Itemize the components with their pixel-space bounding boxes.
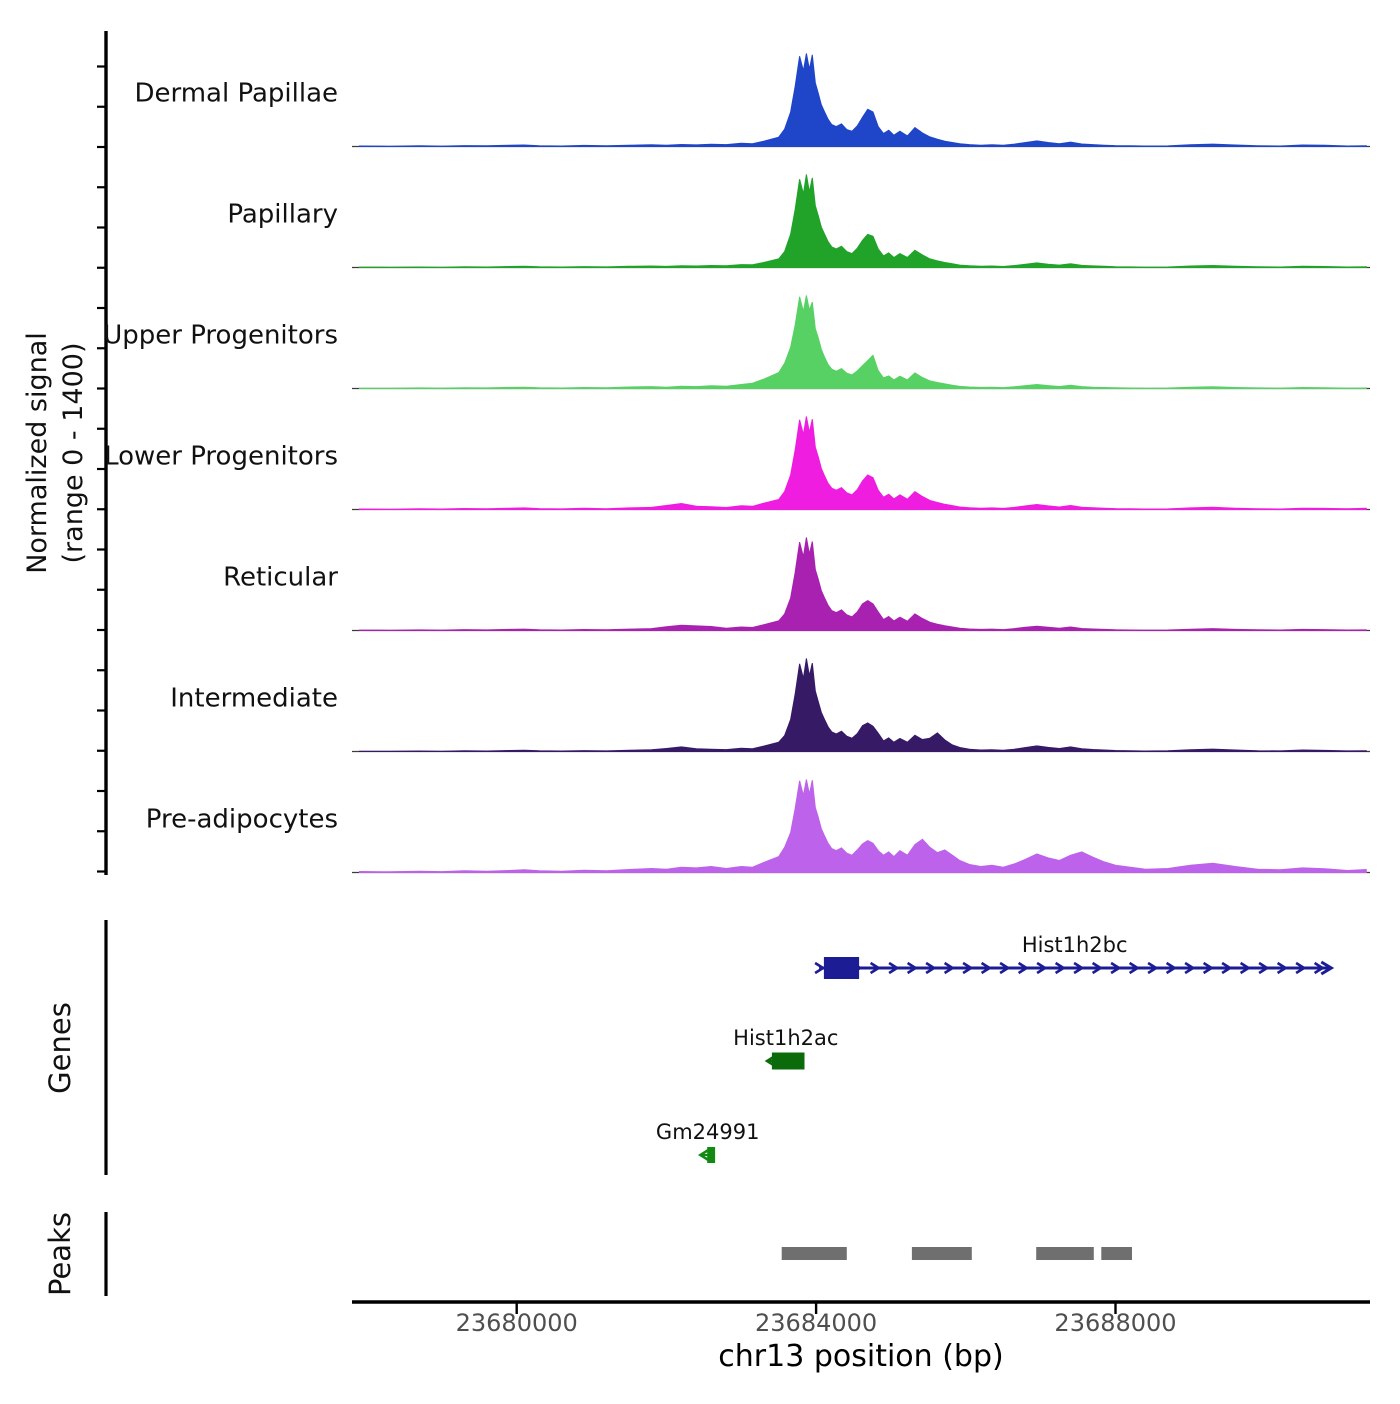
x-tick-label: 23684000	[755, 1309, 877, 1337]
signal-y-axis-ticks	[97, 65, 106, 873]
gene-models	[697, 957, 1335, 1163]
gene-model-hist1h2bc	[814, 957, 1335, 979]
x-axis-ticks	[515, 1302, 1117, 1314]
signal-area-dermal-papillae	[359, 53, 1367, 147]
gene-model-hist1h2ac	[764, 1052, 805, 1070]
y-axis-label-line2: (range 0 - 1400)	[58, 343, 89, 564]
y-axis-label-line1: Normalized signal	[22, 332, 53, 574]
peak-interval	[1036, 1247, 1094, 1260]
track-label: Papillary	[227, 200, 338, 230]
gene-label-1: Hist1h2ac	[733, 1026, 838, 1050]
signal-area-reticular	[359, 537, 1367, 631]
signal-area-upper-progenitors	[359, 295, 1367, 389]
gene-model-gm24991	[697, 1147, 716, 1163]
peak-interval	[911, 1247, 972, 1260]
signal-area-lower-progenitors	[359, 416, 1367, 510]
peak-interval	[1101, 1247, 1132, 1260]
peak-interval	[781, 1247, 847, 1260]
peak-intervals	[781, 1247, 1132, 1260]
signal-areas	[359, 53, 1367, 873]
track-label: Intermediate	[170, 684, 338, 714]
track-label: Dermal Papillae	[134, 79, 338, 109]
x-axis-title: chr13 position (bp)	[718, 1339, 1003, 1374]
track-label: Pre-adipocytes	[146, 805, 338, 835]
signal-area-pre-adipocytes	[359, 779, 1367, 873]
x-tick-label: 23688000	[1054, 1309, 1176, 1337]
genes-panel-label: Genes	[43, 1002, 77, 1094]
track-label: Lower Progenitors	[104, 442, 338, 472]
track-label: Upper Progenitors	[103, 321, 338, 351]
signal-area-papillary	[359, 174, 1367, 268]
peaks-panel-label: Peaks	[43, 1212, 77, 1296]
signal-area-intermediate	[359, 658, 1367, 752]
gene-label-0: Hist1h2bc	[1022, 933, 1128, 957]
gene-label-2: Gm24991	[656, 1120, 760, 1144]
track-label: Reticular	[223, 563, 338, 593]
x-tick-label: 23680000	[456, 1309, 578, 1337]
